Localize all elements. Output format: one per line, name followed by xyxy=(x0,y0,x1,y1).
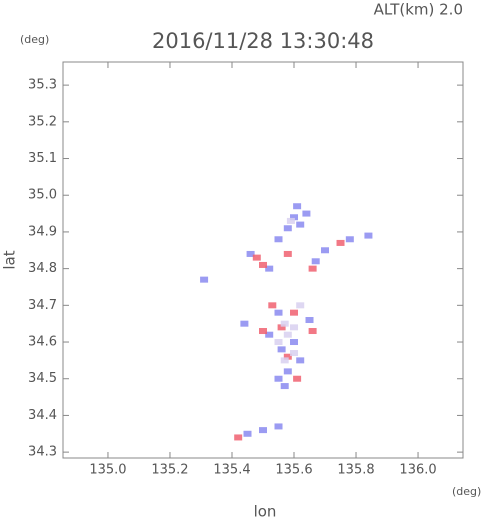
echo-point xyxy=(296,302,305,309)
echo-point xyxy=(246,250,255,257)
echo-point xyxy=(274,339,283,346)
echo-point xyxy=(280,320,289,327)
echo-point xyxy=(286,217,295,224)
chart-title: 2016/11/28 13:30:48 xyxy=(152,29,374,53)
y-tick-label: 35.0 xyxy=(28,188,57,203)
y-tick-label: 34.3 xyxy=(28,445,57,460)
y-tick-label: 34.7 xyxy=(28,298,57,313)
echo-point xyxy=(252,254,261,261)
echo-point xyxy=(265,331,274,338)
x-tick-label: 136.0 xyxy=(399,463,436,478)
echo-point xyxy=(265,265,274,272)
echo-point xyxy=(305,317,314,324)
echo-point xyxy=(268,302,277,309)
y-tick-label: 34.8 xyxy=(28,261,57,276)
echo-point xyxy=(259,328,267,335)
x-tick-label: 135.0 xyxy=(89,463,126,478)
y-unit: (deg) xyxy=(20,33,49,46)
echo-point xyxy=(200,276,209,283)
echo-point xyxy=(274,236,283,243)
echo-point xyxy=(296,221,305,228)
echo-point xyxy=(290,309,299,316)
echo-point xyxy=(274,375,283,382)
echo-point xyxy=(364,232,373,239)
echo-point xyxy=(280,357,289,364)
x-tick-label: 135.8 xyxy=(337,463,374,478)
echo-point xyxy=(290,339,299,346)
echo-point xyxy=(274,423,283,430)
echo-point xyxy=(259,427,267,434)
x-tick-label: 135.4 xyxy=(213,463,250,478)
echo-point xyxy=(283,353,292,360)
x-tick-label: 135.2 xyxy=(151,463,188,478)
echo-point xyxy=(296,357,305,364)
echo-point xyxy=(240,320,249,327)
x-tick-label: 135.6 xyxy=(275,463,312,478)
y-tick-label: 34.5 xyxy=(28,371,57,386)
echo-point xyxy=(283,250,292,257)
y-tick-label: 34.4 xyxy=(28,408,57,423)
echo-point xyxy=(302,210,311,217)
y-tick-label: 35.1 xyxy=(28,151,57,166)
echo-point xyxy=(290,324,299,331)
echo-point xyxy=(321,247,330,254)
y-axis-label: lat xyxy=(1,250,19,269)
echo-point xyxy=(259,261,267,268)
echo-point xyxy=(274,309,283,316)
echo-point xyxy=(234,434,243,441)
echo-point xyxy=(290,214,299,221)
altitude-label: ALT(km) 2.0 xyxy=(374,1,463,19)
echo-point xyxy=(277,346,286,353)
echo-point xyxy=(283,368,292,375)
echo-point xyxy=(283,331,292,338)
echo-point xyxy=(290,350,299,357)
y-tick-label: 34.6 xyxy=(28,335,57,350)
echo-point xyxy=(283,225,292,232)
x-axis-label: lon xyxy=(254,503,277,521)
echo-point xyxy=(311,258,320,265)
y-tick-label: 34.9 xyxy=(28,224,57,239)
echo-point xyxy=(308,328,317,335)
echo-point xyxy=(336,239,345,246)
y-tick-label: 35.2 xyxy=(28,114,57,129)
echo-point xyxy=(277,324,286,331)
echo-point xyxy=(345,236,354,243)
echo-point xyxy=(243,430,252,437)
echo-point xyxy=(293,203,302,210)
echo-point xyxy=(280,383,289,390)
echo-point xyxy=(308,265,317,272)
echo-point xyxy=(293,375,302,382)
plot-frame xyxy=(62,61,464,459)
y-tick-label: 35.3 xyxy=(28,78,57,93)
x-unit: (deg) xyxy=(452,485,481,498)
